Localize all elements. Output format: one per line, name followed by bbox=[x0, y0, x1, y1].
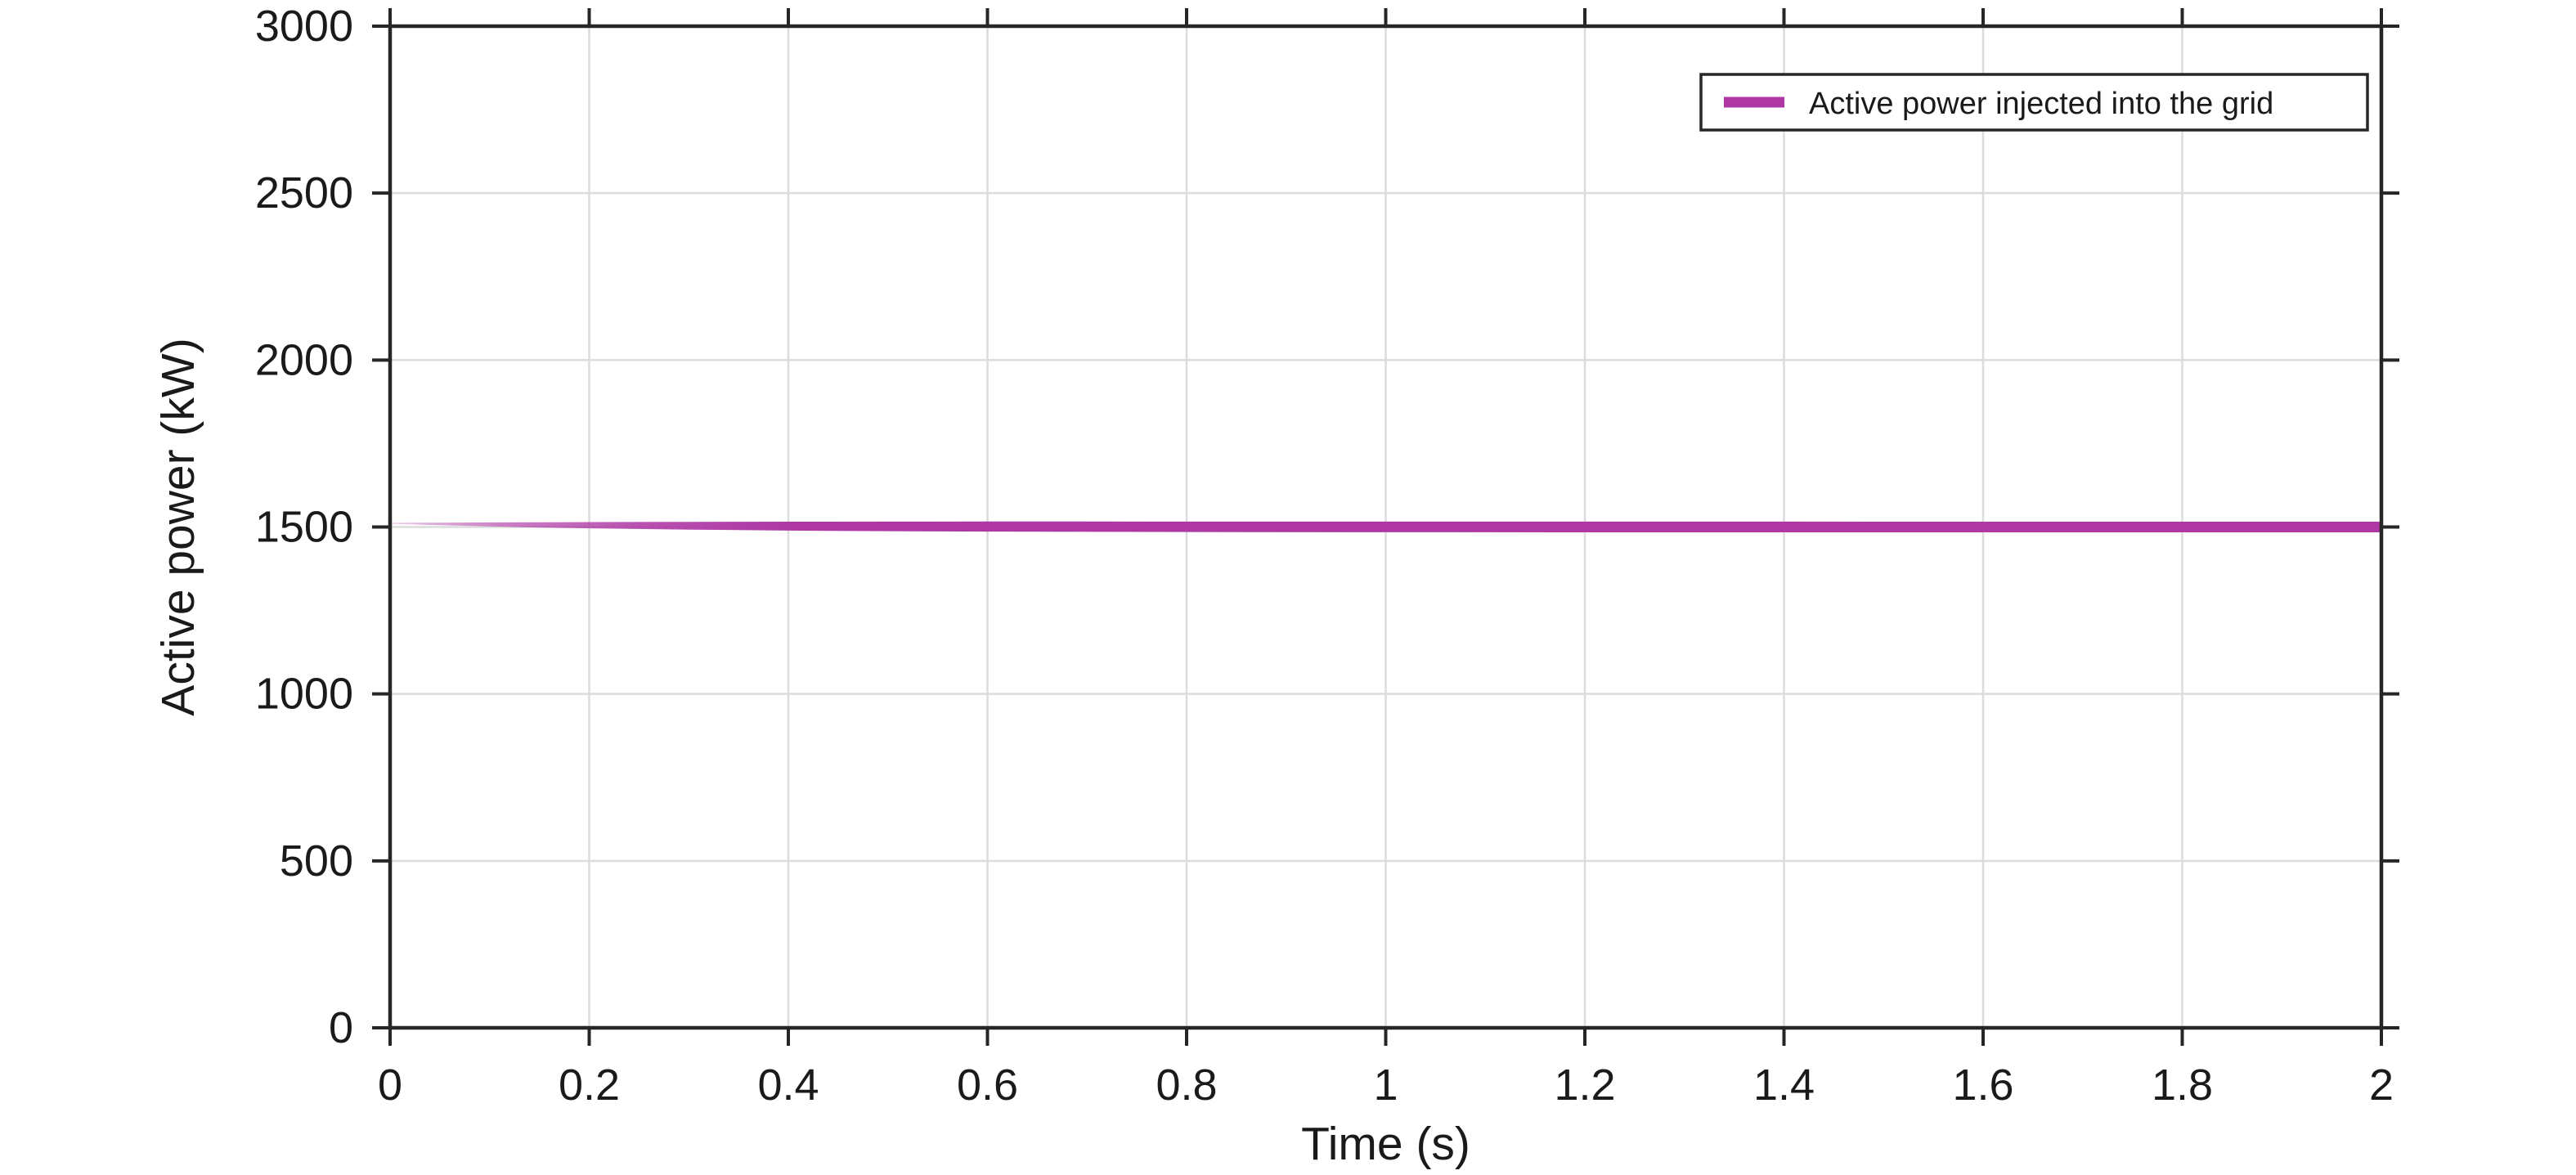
series-line-active-power bbox=[390, 521, 2381, 532]
y-tick-label-2000: 2000 bbox=[255, 335, 353, 384]
x-tick-label-0: 0 bbox=[378, 1061, 402, 1110]
ticks-layer bbox=[372, 8, 2399, 1046]
x-tick-label-1.4: 1.4 bbox=[1753, 1061, 1815, 1110]
x-tick-label-1: 1 bbox=[1373, 1061, 1398, 1110]
x-tick-labels: 0 0.2 0.4 0.6 0.8 1 1.2 1.4 1.6 1.8 2 bbox=[378, 1061, 2394, 1110]
y-tick-label-1500: 1500 bbox=[255, 503, 353, 552]
x-tick-label-0.2: 0.2 bbox=[559, 1061, 620, 1110]
x-tick-label-2: 2 bbox=[2369, 1061, 2394, 1110]
x-tick-label-1.6: 1.6 bbox=[1952, 1061, 2013, 1110]
y-tick-label-1000: 1000 bbox=[255, 670, 353, 719]
legend-box bbox=[1699, 73, 2369, 132]
y-tick-label-0: 0 bbox=[329, 1003, 353, 1052]
y-tick-labels: 0 500 1000 1500 2000 2500 3000 bbox=[255, 2, 353, 1052]
x-tick-label-0.4: 0.4 bbox=[757, 1061, 819, 1110]
x-tick-label-0.8: 0.8 bbox=[1156, 1061, 1217, 1110]
y-tick-label-3000: 3000 bbox=[255, 2, 353, 51]
x-tick-label-1.8: 1.8 bbox=[2152, 1061, 2213, 1110]
x-tick-label-1.2: 1.2 bbox=[1554, 1061, 1615, 1110]
y-axis-label: Active power (kW) bbox=[152, 338, 204, 715]
y-tick-label-500: 500 bbox=[280, 836, 353, 886]
x-tick-label-0.6: 0.6 bbox=[957, 1061, 1018, 1110]
legend-label: Active power injected into the grid bbox=[1809, 87, 2273, 121]
legend: Active power injected into the grid bbox=[1699, 73, 2369, 132]
y-tick-label-2500: 2500 bbox=[255, 168, 353, 218]
x-axis-label: Time (s) bbox=[1301, 1118, 1470, 1170]
